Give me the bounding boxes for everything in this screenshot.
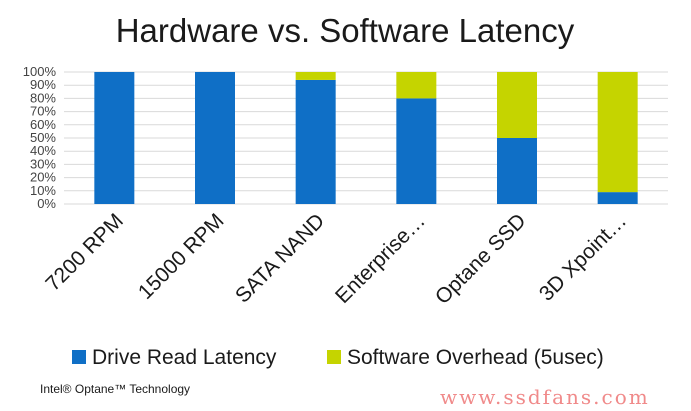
y-tick-label: 70% [30, 104, 56, 119]
x-tick-label: SATA NAND [231, 209, 329, 307]
legend-swatch-drive-read-latency [72, 350, 86, 364]
y-tick-label: 50% [30, 130, 56, 145]
legend: Drive Read Latency Software Overhead (5u… [72, 346, 604, 369]
y-tick-label: 80% [30, 90, 56, 105]
bar-software-overhead-6 [597, 72, 638, 193]
legend-swatch-software-overhead [327, 350, 341, 364]
watermark: www.ssdfans.com [440, 385, 650, 409]
bar-drive-read-latency-4 [396, 98, 437, 204]
x-tick-label: Optane SSD [431, 209, 531, 309]
bars [94, 72, 638, 204]
y-tick-label: 40% [30, 143, 56, 158]
y-tick-label: 30% [30, 156, 56, 171]
x-tick-label: Enterprise… [331, 209, 430, 308]
bar-software-overhead-3 [295, 72, 336, 80]
bar-drive-read-latency-1 [94, 72, 135, 204]
y-tick-label: 10% [30, 183, 56, 198]
x-axis-ticks: 7200 RPM 15000 RPM SATA NAND Enterprise… Opt… [41, 209, 631, 309]
x-tick-label: 15000 RPM [134, 209, 229, 304]
x-tick-label: 7200 RPM [41, 209, 127, 295]
bar-drive-read-latency-6 [597, 192, 638, 204]
y-tick-label: 60% [30, 117, 56, 132]
bar-software-overhead-5 [497, 72, 537, 138]
footer-branding: Intel® Optane™ Technology [40, 382, 190, 396]
legend-label-software-overhead: Software Overhead (5usec) [347, 346, 604, 369]
y-axis-ticks: 0%10%20%30%40%50%60%70%80%90%100% [23, 64, 57, 211]
legend-label-drive-read-latency: Drive Read Latency [92, 346, 277, 369]
x-tick-label: 3D Xpoint… [535, 209, 631, 305]
bar-drive-read-latency-3 [295, 79, 336, 204]
gridlines [64, 71, 668, 205]
chart-title: Hardware vs. Software Latency [116, 12, 575, 49]
bar-drive-read-latency-5 [497, 138, 537, 204]
y-tick-label: 90% [30, 77, 56, 92]
y-tick-label: 20% [30, 170, 56, 185]
y-tick-label: 0% [37, 196, 56, 211]
bar-software-overhead-4 [396, 72, 437, 99]
bar-drive-read-latency-2 [195, 72, 235, 204]
y-tick-label: 100% [23, 64, 57, 79]
